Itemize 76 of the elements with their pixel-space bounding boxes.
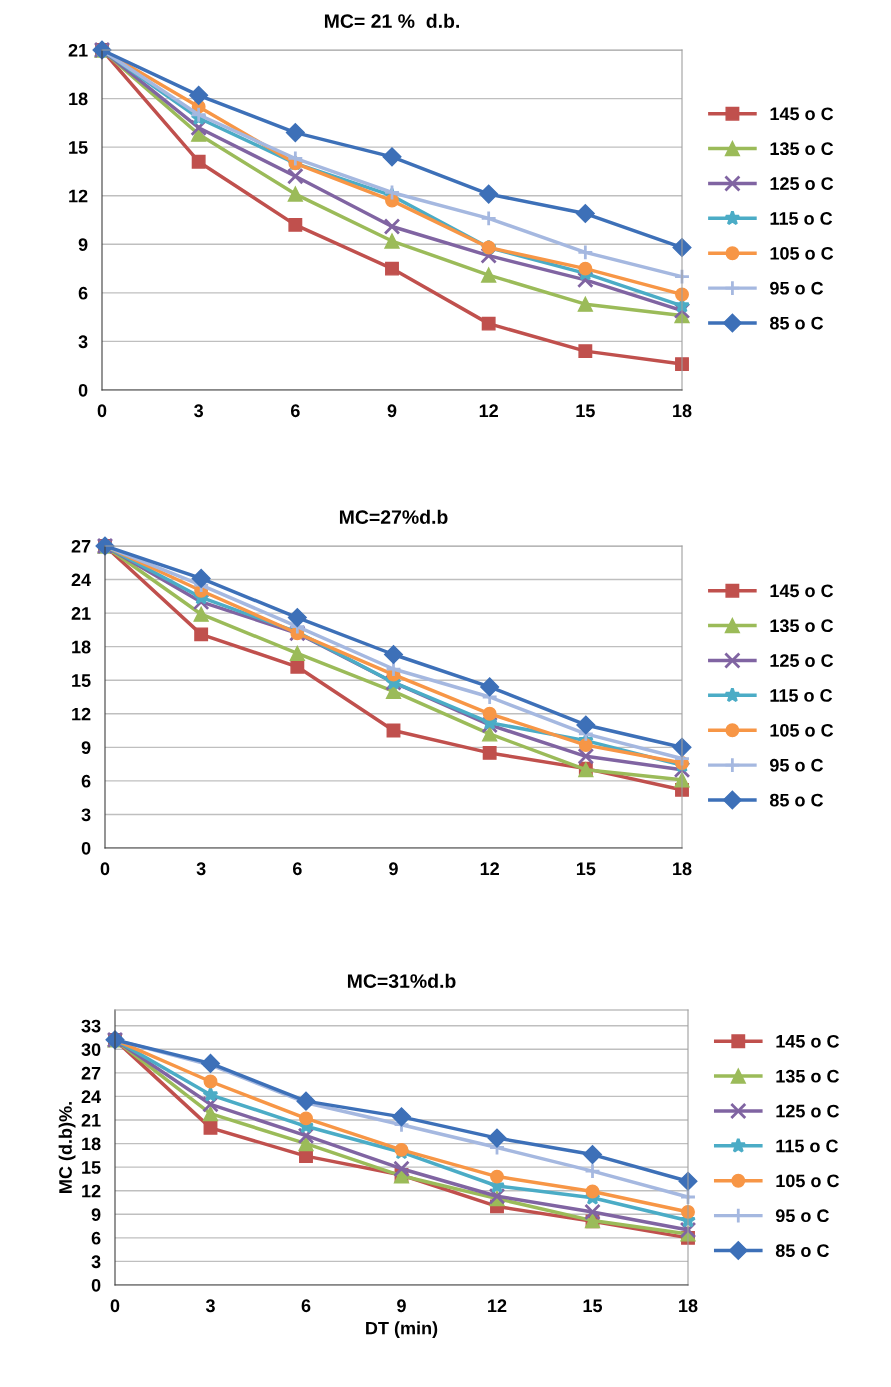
chart-title: MC=27%d.b (339, 509, 448, 524)
legend-label: 115 o C (770, 689, 833, 702)
x-tick-label: 9 (387, 404, 397, 418)
y-tick-label: 3 (91, 1255, 101, 1269)
y-axis-title: MC (d.b)%. (58, 1102, 76, 1193)
legend-label: 125 o C (770, 177, 834, 190)
legend-label: 95 o C (775, 1209, 829, 1223)
chart-title: MC=31%d.b (347, 973, 456, 988)
x-tick-label: 18 (679, 1299, 698, 1313)
legend-label: 105 o C (776, 1174, 840, 1188)
legend-label: 95 o C (770, 281, 824, 295)
y-tick-label: 15 (69, 141, 88, 154)
x-tick-label: 0 (110, 1299, 120, 1313)
y-tick-label: 21 (71, 607, 91, 620)
y-tick-label: 12 (72, 707, 91, 721)
legend-label: 105 o C (770, 246, 834, 260)
y-tick-label: 21 (68, 43, 88, 57)
legend-label: 105 o C (770, 723, 834, 737)
legend-label: 145 o C (776, 1034, 840, 1048)
x-tick-label: 6 (290, 404, 300, 418)
y-tick-label: 9 (81, 741, 91, 755)
y-tick-label: 3 (81, 808, 91, 822)
y-tick-label: 18 (72, 640, 91, 654)
y-tick-label: 18 (69, 92, 88, 106)
y-tick-label: 24 (71, 573, 92, 587)
y-tick-label: 12 (82, 1184, 101, 1198)
legend-label: 115 o C (776, 1139, 839, 1153)
y-tick-label: 27 (71, 539, 91, 553)
x-tick-label: 12 (488, 1299, 507, 1312)
legend-label: 145 o C (770, 107, 834, 121)
y-tick-label: 21 (81, 1113, 101, 1127)
legend-label: 85 o C (775, 1244, 829, 1258)
legend-label: 135 o C (776, 1069, 840, 1083)
x-tick-label: 3 (194, 404, 204, 418)
y-tick-label: 12 (69, 189, 88, 203)
y-tick-label: 15 (72, 674, 91, 687)
y-tick-label: 18 (82, 1137, 101, 1151)
legend-label: 135 o C (770, 142, 834, 156)
y-tick-label: 6 (81, 774, 91, 788)
y-tick-label: 0 (78, 383, 88, 397)
x-tick-label: 18 (673, 404, 692, 418)
legend-label: 85 o C (769, 793, 824, 807)
y-tick-label: 3 (78, 335, 88, 349)
y-tick-label: 33 (81, 1019, 101, 1033)
legend-label: 95 o C (770, 758, 824, 772)
x-tick-label: 3 (196, 862, 206, 876)
legend-label: 135 o C (770, 619, 834, 633)
legend-label: 125 o C (770, 654, 834, 667)
x-tick-label: 9 (397, 1299, 406, 1313)
legend-label: 145 o C (770, 584, 834, 598)
y-tick-label: 27 (81, 1066, 101, 1080)
x-tick-label: 6 (301, 1299, 311, 1313)
x-tick-label: 12 (480, 862, 499, 875)
y-tick-label: 9 (78, 238, 88, 252)
y-tick-label: 30 (81, 1043, 101, 1057)
y-tick-label: 6 (78, 286, 88, 300)
x-tick-label: 15 (583, 1299, 603, 1313)
x-axis-title: DT (min) (366, 1321, 438, 1339)
y-tick-label: 15 (82, 1161, 101, 1174)
x-tick-label: 15 (576, 404, 595, 418)
legend-label: 125 o C (776, 1104, 840, 1118)
x-tick-label: 9 (389, 862, 398, 876)
x-tick-label: 12 (479, 404, 498, 417)
legend-label: 115 o C (770, 212, 833, 225)
y-tick-label: 0 (91, 1278, 101, 1292)
x-tick-label: 6 (292, 862, 302, 876)
chart-title: MC= 21 % d.b. (324, 13, 460, 28)
x-tick-label: 15 (576, 862, 596, 876)
x-tick-label: 3 (205, 1299, 215, 1313)
x-tick-label: 18 (673, 862, 692, 876)
y-tick-label: 9 (91, 1208, 101, 1222)
y-tick-label: 0 (81, 841, 91, 855)
legend-label: 85 o C (770, 316, 824, 330)
y-tick-label: 6 (91, 1231, 101, 1245)
x-tick-label: 0 (100, 862, 110, 876)
y-tick-label: 24 (81, 1090, 102, 1103)
